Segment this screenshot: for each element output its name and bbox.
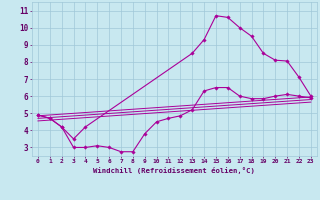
X-axis label: Windchill (Refroidissement éolien,°C): Windchill (Refroidissement éolien,°C) <box>93 167 255 174</box>
